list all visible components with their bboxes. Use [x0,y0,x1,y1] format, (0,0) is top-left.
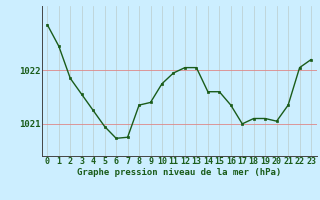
X-axis label: Graphe pression niveau de la mer (hPa): Graphe pression niveau de la mer (hPa) [77,168,281,177]
